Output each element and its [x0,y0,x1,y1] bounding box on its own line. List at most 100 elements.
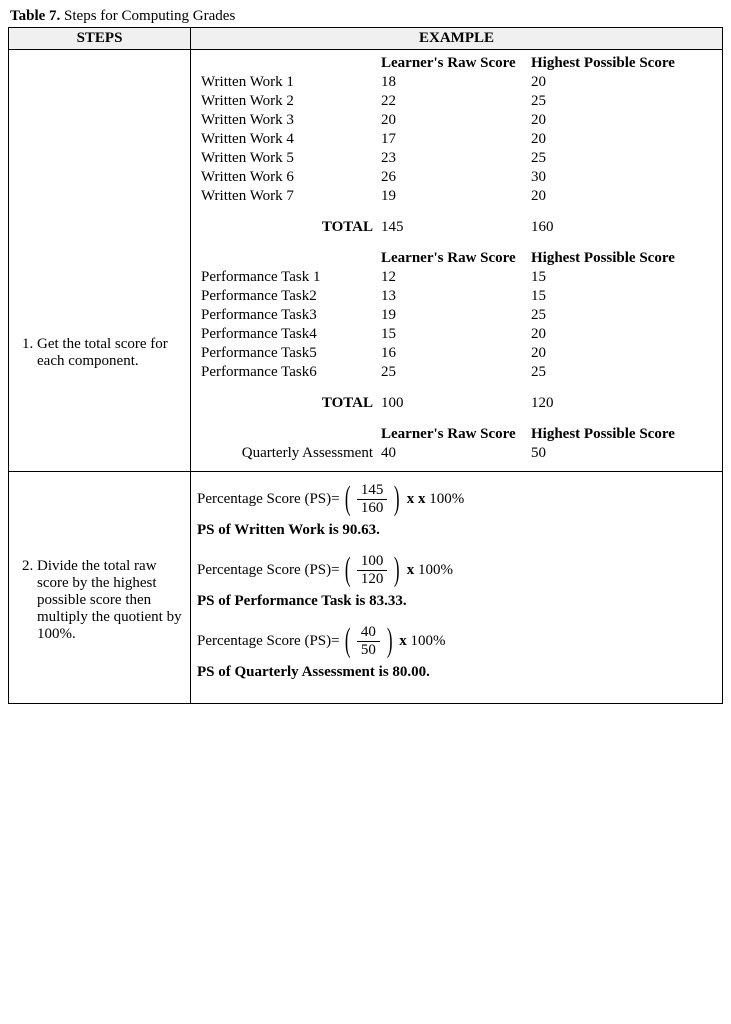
table-row: Performance Task31925 [197,306,716,325]
fraction: 40 50 [351,624,386,658]
fraction-num: 100 [357,553,388,571]
fraction-den: 50 [357,642,380,659]
table-row: Written Work 41720 [197,130,716,149]
total-raw: 100 [377,394,527,413]
step2-text: Divide the total raw score by the highes… [37,558,184,643]
bracket-left-icon: ( [344,553,350,587]
bracket-left-icon: ( [344,624,350,658]
caption-label: Table 7. [10,8,60,24]
formula-written: Percentage Score (PS)= ( 145 160 ) x x 1… [197,482,716,516]
row-label: Written Work 3 [197,111,377,130]
table-caption: Table 7. Steps for Computing Grades [10,8,723,25]
step1-text: Get the total score for each component. [37,336,184,370]
total-hi: 160 [527,218,716,237]
header-row: STEPS EXAMPLE [9,28,723,50]
formula-lhs: Percentage Score (PS)= [197,491,340,508]
row-label: Written Work 7 [197,187,377,206]
qa-row: Quarterly Assessment 40 50 [197,444,716,463]
row-hi: 20 [527,130,716,149]
step2-row: Divide the total raw score by the highes… [9,472,723,704]
step2-example: Percentage Score (PS)= ( 145 160 ) x x 1… [191,472,723,704]
row-hi: 25 [527,149,716,168]
total-hi: 120 [527,394,716,413]
table-row: Performance Task62525 [197,363,716,382]
row-hi: 20 [527,73,716,92]
col-hi-header: Highest Possible Score [527,249,716,268]
col-hi-header: Highest Possible Score [527,54,716,73]
qa-hi: 50 [527,444,716,463]
fraction-num: 40 [357,624,380,642]
row-hi: 25 [527,306,716,325]
table-row: Written Work 62630 [197,168,716,187]
row-raw: 23 [377,149,527,168]
row-hi: 20 [527,111,716,130]
fraction-den: 120 [357,571,388,588]
row-raw: 13 [377,287,527,306]
step1-row: Get the total score for each component. … [9,50,723,472]
formula-lhs: Percentage Score (PS)= [197,562,340,579]
written-total-row: TOTAL 145 160 [197,218,716,237]
row-raw: 22 [377,92,527,111]
row-hi: 25 [527,363,716,382]
row-raw: 12 [377,268,527,287]
total-raw: 145 [377,218,527,237]
table-row: Written Work 52325 [197,149,716,168]
row-label: Performance Task4 [197,325,377,344]
table-row: Written Work 32020 [197,111,716,130]
table-row: Performance Task21315 [197,287,716,306]
row-label: Written Work 1 [197,73,377,92]
result-performance: PS of Performance Task is 83.33. [197,593,716,610]
total-label: TOTAL [197,394,377,413]
row-label: Performance Task2 [197,287,377,306]
col-raw-header: Learner's Raw Score [377,54,527,73]
row-label: Performance Task3 [197,306,377,325]
row-raw: 17 [377,130,527,149]
row-hi: 20 [527,187,716,206]
row-hi: 15 [527,268,716,287]
step2-cell: Divide the total raw score by the highes… [9,472,191,704]
bracket-right-icon: ) [394,553,400,587]
row-raw: 18 [377,73,527,92]
table-row: Performance Task51620 [197,344,716,363]
table-row: Performance Task41520 [197,325,716,344]
row-label: Performance Task6 [197,363,377,382]
formula-lhs: Percentage Score (PS)= [197,633,340,650]
row-label: Written Work 2 [197,92,377,111]
row-hi: 30 [527,168,716,187]
example-header: EXAMPLE [191,28,723,50]
row-hi: 25 [527,92,716,111]
fraction: 145 160 [351,482,394,516]
fraction-den: 160 [357,500,388,517]
row-raw: 19 [377,306,527,325]
performance-task-table: Learner's Raw Score Highest Possible Sco… [197,249,716,413]
table-row: Written Work 11820 [197,73,716,92]
row-raw: 26 [377,168,527,187]
bracket-right-icon: ) [387,624,393,658]
row-hi: 20 [527,325,716,344]
row-label: Written Work 4 [197,130,377,149]
total-label: TOTAL [197,218,377,237]
formula-quarterly: Percentage Score (PS)= ( 40 50 ) x 100% [197,624,716,658]
row-raw: 25 [377,363,527,382]
row-label: Performance Task 1 [197,268,377,287]
quarterly-assessment-table: Learner's Raw Score Highest Possible Sco… [197,425,716,463]
caption-text: Steps for Computing Grades [64,8,235,24]
col-raw-header: Learner's Raw Score [377,425,527,444]
row-raw: 15 [377,325,527,344]
step1-example: Learner's Raw Score Highest Possible Sco… [191,50,723,472]
multiply-text: x x 100%x 100% [407,491,465,508]
grades-table: STEPS EXAMPLE Get the total score for ea… [8,27,723,704]
written-work-table: Learner's Raw Score Highest Possible Sco… [197,54,716,237]
table-row: Written Work 22225 [197,92,716,111]
table-row: Performance Task 11215 [197,268,716,287]
row-label: Written Work 6 [197,168,377,187]
table-row: Written Work 71920 [197,187,716,206]
qa-raw: 40 [377,444,527,463]
steps-header: STEPS [9,28,191,50]
formula-performance: Percentage Score (PS)= ( 100 120 ) x 100… [197,553,716,587]
bracket-right-icon: ) [394,482,400,516]
row-label: Written Work 5 [197,149,377,168]
row-raw: 19 [377,187,527,206]
step1-cell: Get the total score for each component. [9,50,191,472]
result-quarterly: PS of Quarterly Assessment is 80.00. [197,664,716,681]
